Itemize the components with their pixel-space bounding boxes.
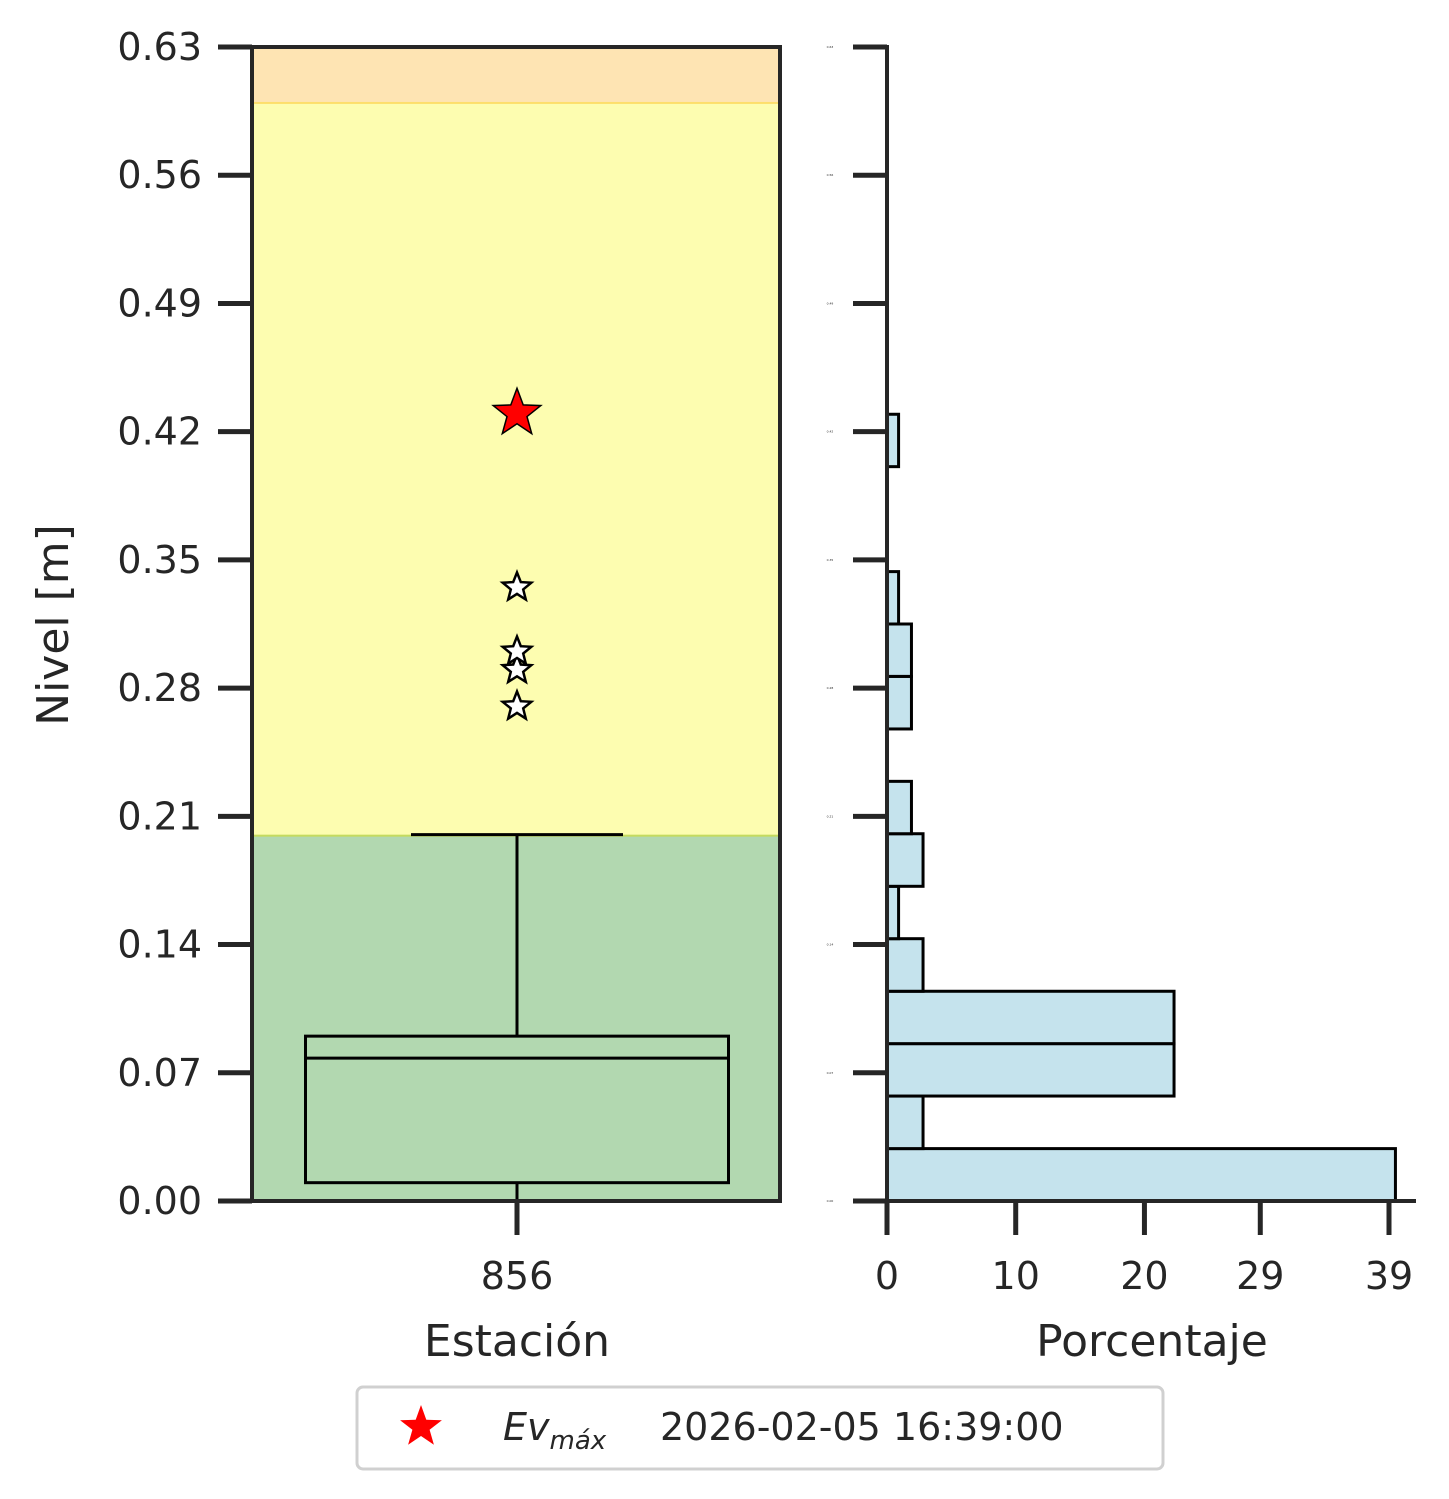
legend-ev-text: Ev (503, 1405, 550, 1449)
hist-y-tick-label: 0.07 (827, 1071, 834, 1075)
max-event-star (491, 386, 543, 436)
histogram-bar (885, 989, 1176, 1046)
y-tick-label: 0.21 (117, 794, 202, 838)
y-tick-label: 0.35 (117, 538, 202, 582)
legend-ev-subscript: máx (550, 1426, 607, 1456)
outlier-points (491, 386, 543, 722)
hist-y-tick-label: 0.00 (827, 1199, 834, 1203)
hist-y-tick-label: 0.35 (827, 558, 834, 562)
hist-x-tick-label: 29 (1236, 1254, 1284, 1298)
box-plot (304, 833, 730, 1201)
y-tick-label: 0.07 (117, 1051, 202, 1095)
x-axis-title: Estación (424, 1316, 610, 1367)
y-tick-label: 0.42 (117, 410, 202, 454)
hist-x-axis-ticks: 0 10 20 29 39 (875, 1201, 1413, 1298)
iqr-box (304, 1034, 730, 1185)
hist-y-tick-label: 0.49 (827, 301, 834, 305)
y-tick-label: 0.14 (117, 923, 202, 967)
hist-y-tick-label: 0.42 (827, 430, 834, 434)
hist-y-tick-label: 0.28 (827, 686, 834, 690)
hist-x-tick-label: 0 (875, 1254, 899, 1298)
threshold-band (252, 101, 780, 835)
legend-date: 2026-02-05 16:39:00 (660, 1405, 1064, 1449)
hist-y-axis-ticks: 0.00 0.07 0.14 0.21 0.28 0.35 0.42 0.49 0.56 0.63 (827, 44, 887, 1204)
y-axis-ticks: 0.00 0.07 0.14 0.21 0.28 0.35 0.42 0.49 0.56 0.63 (117, 25, 252, 1223)
y-tick-label: 0.49 (117, 281, 202, 325)
x-axis-ticks: 856 (481, 1201, 554, 1298)
histogram-bar (885, 1042, 1176, 1098)
hist-y-tick-label: 0.21 (827, 814, 834, 818)
histogram-bar (885, 832, 925, 888)
outlier-star (499, 568, 535, 603)
y-tick-label: 0.56 (117, 153, 202, 197)
histogram-bar (885, 622, 913, 678)
histogram-bar (885, 1094, 925, 1151)
legend-box (355, 1385, 1165, 1471)
outlier-star (499, 651, 535, 685)
legend-entry-label: Evmáx (503, 1405, 607, 1456)
histogram-bar (885, 674, 913, 731)
legend: Evmáx 2026-02-05 16:39:00 (355, 1385, 1165, 1471)
outlier-star (499, 633, 535, 667)
hist-x-axis-title: Porcentaje (1036, 1316, 1268, 1367)
hist-x-tick-label: 10 (992, 1254, 1040, 1298)
hist-y-tick-label: 0.14 (827, 943, 834, 947)
outlier-star (499, 687, 535, 722)
x-tick-label: 856 (481, 1254, 554, 1298)
hist-x-tick-label: 39 (1365, 1254, 1413, 1298)
legend-star-icon (400, 1405, 442, 1445)
histogram-bar (885, 1147, 1397, 1203)
y-tick-label: 0.28 (117, 666, 202, 710)
histogram-bar (885, 937, 925, 993)
histogram-bar (885, 779, 913, 836)
hist-x-tick-label: 20 (1120, 1254, 1168, 1298)
histogram-panel: 0.00 0.07 0.14 0.21 0.28 0.35 0.42 0.49 0.56 0.63… (827, 44, 1416, 1367)
boxplot-panel: 0.00 0.07 0.14 0.21 0.28 0.35 0.42 0.49 0.56 0.63… (28, 25, 782, 1367)
threshold-band (252, 47, 780, 102)
y-axis-title: Nivel [m] (28, 524, 79, 726)
hist-y-tick-label: 0.63 (827, 45, 834, 49)
hist-y-tick-label: 0.56 (827, 173, 834, 177)
histogram-bars (885, 412, 1397, 1203)
y-tick-label: 0.00 (117, 1179, 202, 1223)
y-tick-label: 0.63 (117, 25, 202, 69)
